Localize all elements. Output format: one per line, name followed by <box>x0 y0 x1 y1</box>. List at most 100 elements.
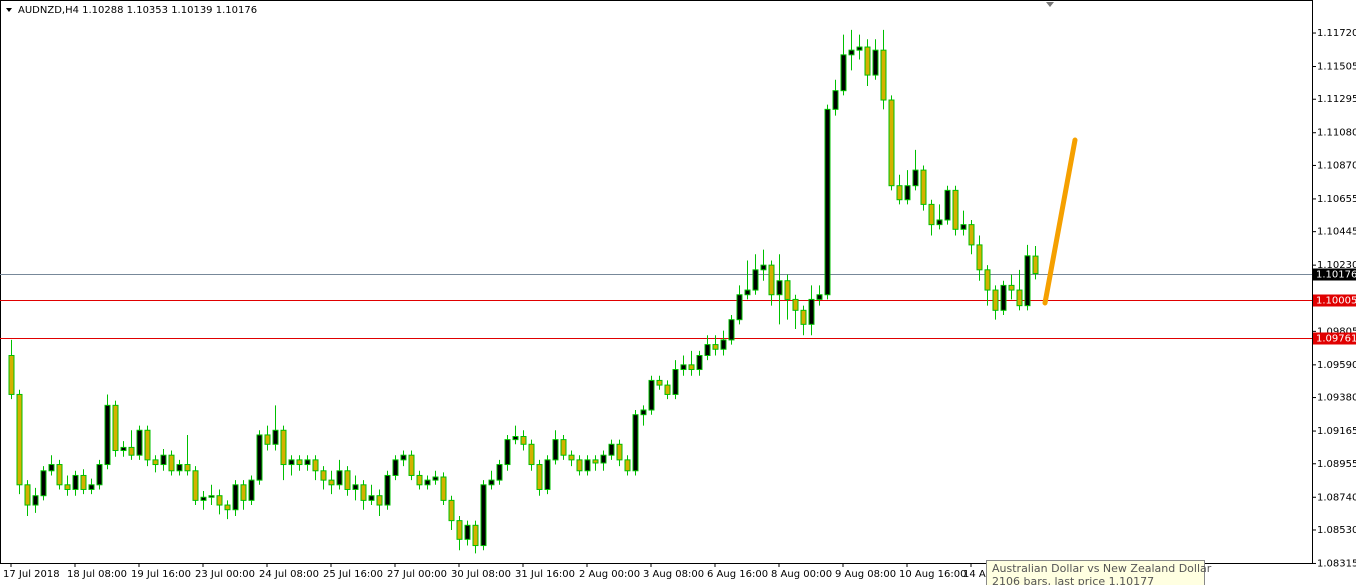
candle-body <box>528 443 535 466</box>
candle-body <box>288 459 295 466</box>
price-label-box <box>1313 268 1356 281</box>
chart-title: AUDNZD,H4 1.10288 1.10353 1.10139 1.1017… <box>18 5 257 16</box>
candle-body <box>552 439 559 461</box>
candle-body <box>384 474 391 506</box>
candle-body <box>512 436 519 441</box>
candle-body <box>968 224 975 246</box>
tooltip-box <box>986 560 1205 585</box>
y-tick-label: 1.10655 <box>1317 194 1356 205</box>
candle-body <box>816 294 823 300</box>
candle-body <box>400 454 407 461</box>
y-tick-label: 1.08740 <box>1317 492 1356 503</box>
candle-body <box>448 499 455 522</box>
candle-body <box>632 414 639 472</box>
candle-body <box>272 429 279 445</box>
candle-body <box>920 169 927 205</box>
candle-body <box>744 289 751 296</box>
candle-body <box>976 244 983 271</box>
candle-body <box>368 495 375 501</box>
candle-body <box>536 464 543 490</box>
candle-body <box>912 169 919 187</box>
candle-body <box>952 189 959 230</box>
candle-body <box>480 484 487 547</box>
candle-body <box>616 443 623 461</box>
x-tick-label: 19 Jul 16:00 <box>131 569 191 580</box>
candle-body <box>992 289 999 311</box>
y-tick-label: 1.10870 <box>1317 160 1356 171</box>
candle-body <box>824 108 831 296</box>
y-tick-label: 1.11505 <box>1317 62 1356 73</box>
candle-body <box>32 495 39 506</box>
price-label-box <box>1313 332 1356 345</box>
candle-body <box>784 280 791 300</box>
candle-body <box>760 264 767 271</box>
candle-body <box>624 459 631 472</box>
candle-body <box>88 484 95 490</box>
candle-body <box>240 484 247 501</box>
candle-body <box>1008 284 1015 291</box>
x-tick-label: 18 Jul 08:00 <box>67 569 127 580</box>
candle-body <box>944 189 951 221</box>
x-tick-label: 25 Jul 16:00 <box>323 569 383 580</box>
y-tick-label: 1.09805 <box>1317 326 1356 337</box>
candle-body <box>488 479 495 486</box>
candle-body <box>472 524 479 547</box>
candle-body <box>504 439 511 466</box>
candle-body <box>64 484 71 490</box>
candle-body <box>328 479 335 486</box>
candle-body <box>280 429 287 466</box>
candle-body <box>464 524 471 540</box>
candle-body <box>664 384 671 395</box>
candle-body <box>200 496 207 501</box>
candle-body <box>544 459 551 490</box>
y-tick-label: 1.09590 <box>1317 360 1356 371</box>
candle-body <box>872 49 879 76</box>
candle-body <box>864 46 871 76</box>
candle-body <box>520 436 527 445</box>
price-label: 1.10005 <box>1316 296 1356 307</box>
x-tick-label: 27 Jul 00:00 <box>387 569 447 580</box>
candle-body <box>224 504 231 511</box>
candle-body <box>320 470 327 481</box>
candle-body <box>896 185 903 201</box>
candle-body <box>680 364 687 371</box>
candle-body <box>888 99 895 187</box>
y-tick-label: 1.09165 <box>1317 426 1356 437</box>
candle-body <box>432 476 439 481</box>
candle-body <box>392 459 399 476</box>
candle-body <box>576 459 583 472</box>
candle-body <box>936 219 943 226</box>
y-tick-label: 1.08315 <box>1317 558 1356 569</box>
x-tick-label: 2 Aug 00:00 <box>579 569 640 580</box>
candle-body <box>1032 255 1039 275</box>
y-tick-label: 1.11720 <box>1317 28 1356 39</box>
x-tick-label: 10 Aug 16:00 <box>899 569 966 580</box>
candle-body <box>208 495 215 498</box>
candle-body <box>1016 289 1023 307</box>
candle-body <box>424 479 431 486</box>
candle-body <box>696 354 703 371</box>
candle-body <box>160 454 167 466</box>
candle-body <box>40 470 47 497</box>
x-tick-label: 24 Jul 08:00 <box>259 569 319 580</box>
y-tick-label: 1.11080 <box>1317 128 1356 139</box>
candle-body <box>80 474 87 490</box>
candle-body <box>216 495 223 506</box>
candle-body <box>712 344 719 350</box>
candle-body <box>808 298 815 325</box>
candle-body <box>600 454 607 464</box>
y-tick-label: 1.08530 <box>1317 525 1356 536</box>
candle-body <box>24 484 31 506</box>
candle-body <box>608 443 615 456</box>
x-tick-label: 31 Jul 16:00 <box>515 569 575 580</box>
candle-body <box>840 54 847 92</box>
candle-body <box>1024 255 1031 307</box>
candle-body <box>848 49 855 56</box>
candle-body <box>440 476 447 501</box>
x-tick-label: 8 Aug 00:00 <box>771 569 832 580</box>
candle-body <box>496 464 503 481</box>
candle-body <box>48 464 55 472</box>
candle-body <box>792 298 799 311</box>
candle-body <box>728 319 735 341</box>
candle-body <box>16 393 23 486</box>
